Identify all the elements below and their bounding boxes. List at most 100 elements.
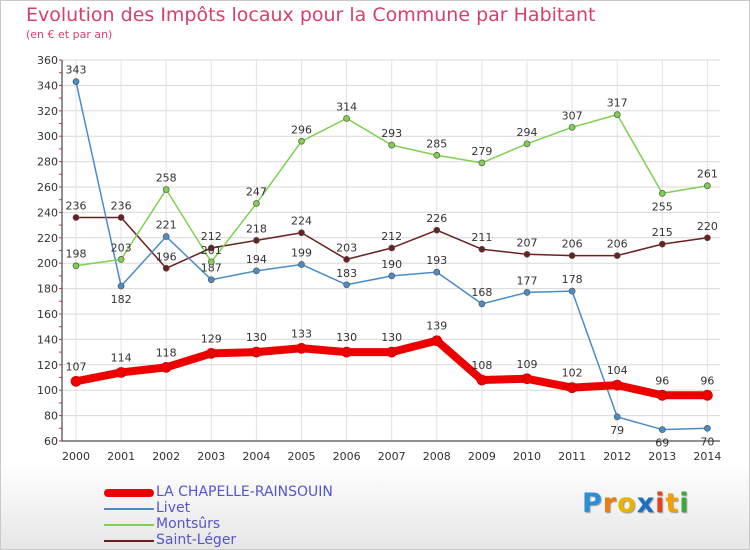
- data-label-monts-rs-2011: 307: [562, 109, 583, 122]
- data-point-saint-l-ger-2011: [568, 252, 576, 259]
- legend-label-la-chapelle-rainsouin: LA CHAPELLE-RAINSOUIN: [156, 484, 333, 500]
- legend-item-montsurs: Montsûrs: [104, 516, 404, 532]
- x-tick-label-2009: 2009: [468, 450, 496, 463]
- chart-subtitle: (en € et par an): [26, 28, 113, 41]
- data-point-livet-2002: [162, 233, 170, 240]
- data-label-monts-rs-2008: 285: [426, 137, 447, 150]
- data-point-monts-rs-2009: [478, 159, 486, 167]
- data-point-saint-l-ger-2005: [298, 229, 305, 237]
- data-label-la-chapelle-rainsouin-2010: 109: [517, 358, 538, 371]
- data-label-saint-l-ger-2002: 196: [156, 250, 177, 263]
- data-point-la-chapelle-rainsouin-2004: [251, 346, 262, 358]
- data-label-la-chapelle-rainsouin-2001: 114: [111, 351, 132, 364]
- data-label-monts-rs-2010: 294: [517, 126, 538, 139]
- data-label-la-chapelle-rainsouin-2006: 130: [336, 331, 357, 344]
- data-point-saint-l-ger-2002: [162, 264, 170, 272]
- data-label-monts-rs-2005: 296: [291, 123, 312, 136]
- legend-swatch-montsurs: [104, 524, 154, 526]
- data-point-la-chapelle-rainsouin-2007: [386, 346, 398, 358]
- data-label-saint-l-ger-2001: 236: [111, 199, 132, 212]
- data-point-monts-rs-2008: [433, 151, 441, 159]
- data-point-monts-rs-2011: [568, 123, 576, 131]
- data-point-la-chapelle-rainsouin-2011: [566, 382, 578, 394]
- legend-label-montsurs: Montsûrs: [156, 516, 221, 532]
- data-point-livet-2013: [658, 426, 666, 433]
- data-label-livet-2007: 190: [381, 258, 402, 271]
- data-label-saint-l-ger-2012: 206: [607, 238, 628, 251]
- data-point-saint-l-ger-2014: [704, 234, 711, 242]
- legend-label-livet: Livet: [156, 500, 191, 516]
- data-label-saint-l-ger-2006: 203: [336, 241, 357, 254]
- data-label-monts-rs-2012: 317: [607, 97, 628, 110]
- y-tick-label-340: 340: [37, 79, 58, 92]
- data-label-la-chapelle-rainsouin-2012: 104: [607, 364, 628, 377]
- x-tick-label-2014: 2014: [693, 450, 721, 463]
- legend-item-la-chapelle-rainsouin: LA CHAPELLE-RAINSOUIN: [104, 484, 404, 500]
- data-point-monts-rs-2002: [162, 186, 170, 193]
- data-point-saint-l-ger-2008: [433, 226, 441, 234]
- data-point-la-chapelle-rainsouin-2001: [115, 367, 127, 378]
- data-label-monts-rs-2001: 203: [111, 241, 132, 254]
- data-point-livet-2012: [613, 413, 621, 421]
- x-tick-label-2005: 2005: [288, 450, 316, 463]
- data-label-saint-l-ger-2005: 224: [291, 215, 312, 228]
- y-tick-label-320: 320: [37, 105, 58, 118]
- data-label-monts-rs-2009: 279: [471, 145, 492, 158]
- data-label-saint-l-ger-2003: 212: [201, 230, 222, 243]
- data-point-saint-l-ger-2004: [253, 236, 260, 244]
- data-label-monts-rs-2013: 255: [652, 200, 673, 213]
- data-label-livet-2009: 168: [471, 286, 492, 299]
- data-label-saint-l-ger-2014: 220: [697, 220, 718, 233]
- data-label-livet-2010: 177: [517, 274, 538, 287]
- data-point-saint-l-ger-2006: [343, 256, 350, 263]
- data-label-monts-rs-2002: 258: [156, 172, 177, 185]
- x-tick-label-2006: 2006: [333, 450, 361, 463]
- data-label-la-chapelle-rainsouin-2003: 129: [201, 332, 222, 345]
- proxiti-logo: Proxiti: [582, 488, 690, 519]
- data-label-la-chapelle-rainsouin-2013: 96: [655, 374, 669, 387]
- data-point-monts-rs-2014: [704, 182, 711, 190]
- data-point-la-chapelle-rainsouin-2013: [656, 389, 668, 401]
- y-tick-label-260: 260: [37, 181, 58, 194]
- data-label-la-chapelle-rainsouin-2009: 108: [471, 359, 492, 372]
- data-point-la-chapelle-rainsouin-2005: [296, 342, 307, 354]
- data-label-la-chapelle-rainsouin-2004: 130: [246, 331, 267, 344]
- y-tick-label-100: 100: [37, 384, 58, 397]
- data-label-saint-l-ger-2000: 236: [66, 199, 87, 212]
- legend-swatch-la-chapelle-rainsouin: [104, 489, 154, 497]
- legend-item-livet: Livet: [104, 500, 404, 516]
- data-label-livet-2001: 182: [111, 293, 132, 306]
- data-label-livet-2012: 79: [610, 424, 624, 437]
- data-point-livet-2000: [72, 78, 80, 85]
- data-point-la-chapelle-rainsouin-2009: [476, 374, 488, 386]
- data-label-saint-l-ger-2011: 206: [562, 238, 583, 251]
- data-label-la-chapelle-rainsouin-2007: 130: [381, 331, 402, 344]
- data-label-saint-l-ger-2009: 211: [471, 231, 492, 244]
- x-tick-label-2008: 2008: [423, 450, 451, 463]
- data-label-saint-l-ger-2010: 207: [517, 236, 538, 249]
- data-label-livet-2006: 183: [336, 267, 357, 280]
- data-point-la-chapelle-rainsouin-2008: [431, 335, 443, 347]
- data-label-saint-l-ger-2004: 218: [246, 222, 267, 235]
- data-label-monts-rs-2004: 247: [246, 186, 267, 199]
- data-point-la-chapelle-rainsouin-2002: [160, 361, 172, 373]
- data-label-la-chapelle-rainsouin-2014: 96: [700, 374, 714, 387]
- data-label-la-chapelle-rainsouin-2008: 139: [426, 320, 447, 333]
- x-tick-label-2003: 2003: [197, 450, 225, 463]
- y-tick-label-300: 300: [37, 130, 58, 143]
- y-tick-label-80: 80: [44, 410, 58, 423]
- data-point-saint-l-ger-2012: [613, 252, 621, 259]
- data-point-monts-rs-2004: [253, 200, 260, 207]
- data-point-monts-rs-2012: [613, 111, 621, 118]
- data-point-saint-l-ger-2003: [207, 244, 215, 252]
- data-point-livet-2003: [207, 276, 215, 284]
- data-point-la-chapelle-rainsouin-2003: [205, 348, 217, 359]
- data-point-saint-l-ger-2000: [72, 214, 80, 221]
- logo-letter: r: [602, 488, 618, 519]
- y-tick-label-160: 160: [37, 308, 58, 321]
- chart-title: Evolution des Impôts locaux pour la Comm…: [26, 4, 596, 26]
- chart-legend: LA CHAPELLE-RAINSOUIN Livet Montsûrs Sai…: [104, 484, 404, 548]
- data-label-monts-rs-2007: 293: [381, 127, 402, 140]
- data-point-monts-rs-2007: [388, 141, 396, 149]
- data-point-monts-rs-2003: [207, 258, 215, 266]
